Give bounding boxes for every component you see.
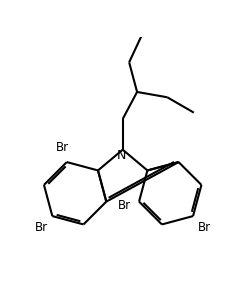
Text: Br: Br — [35, 221, 48, 233]
Text: N: N — [116, 149, 126, 162]
Text: Br: Br — [117, 199, 131, 212]
Text: Br: Br — [56, 141, 69, 154]
Text: Br: Br — [198, 221, 211, 233]
